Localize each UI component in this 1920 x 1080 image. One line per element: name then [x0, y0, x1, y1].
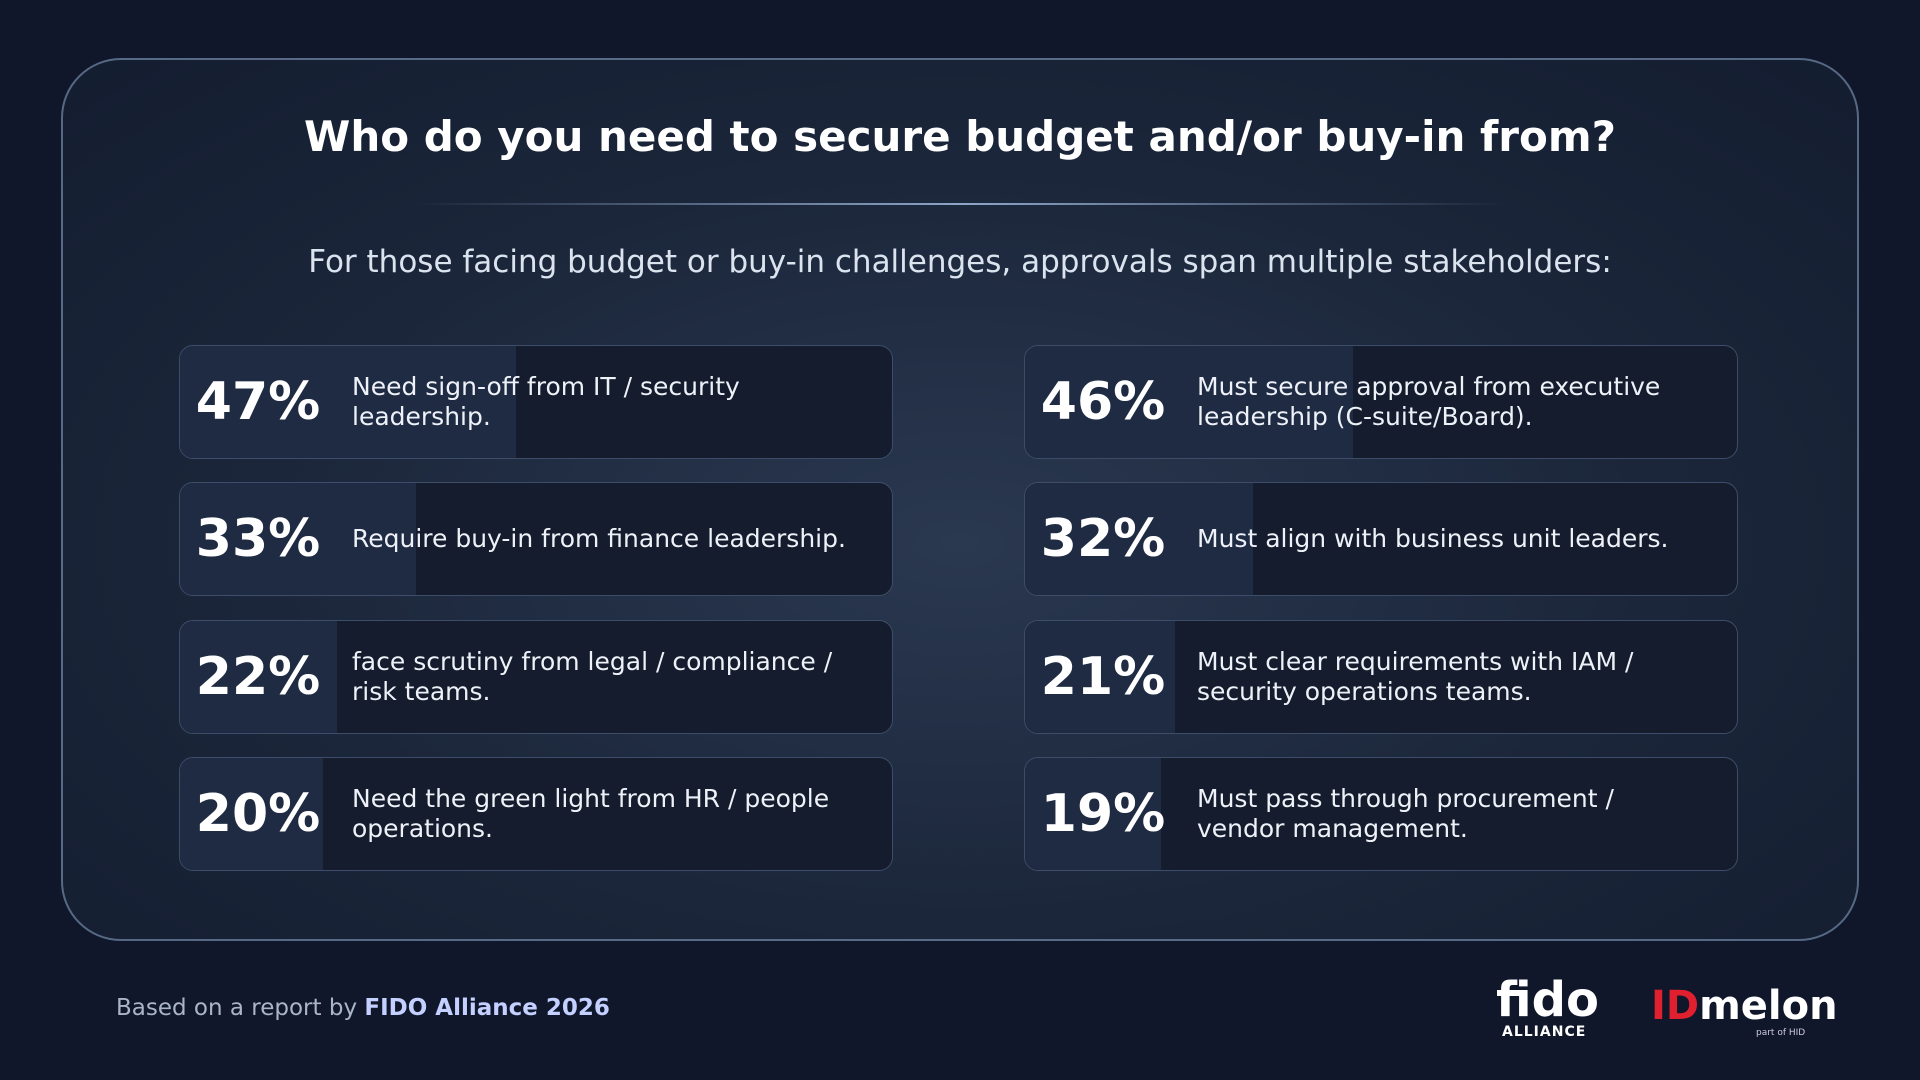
category-label: Need the green light from HR / people op…	[352, 784, 830, 843]
footer-source: FIDO Alliance 2026	[364, 995, 610, 1021]
value-label: 47%	[195, 372, 321, 432]
chart-subtitle: For those facing budget or buy-in challe…	[308, 244, 1612, 280]
idmelon-name: melon	[1699, 983, 1838, 1029]
stat-card: 22% face scrutiny from legal / compliance…	[179, 620, 893, 734]
chart-title: Who do you need to secure budget and/or …	[304, 112, 1616, 161]
category-label: Must clear requirements with IAM / secur…	[1197, 647, 1634, 706]
stat-card: 19% Must pass through procurement / vendo…	[1024, 757, 1738, 871]
bar	[1025, 483, 1254, 595]
category-label: Require buy-in from finance leadership.	[352, 524, 846, 553]
stat-card: 20% Need the green light from HR / people…	[179, 757, 893, 871]
bar	[180, 758, 323, 870]
bar	[1025, 758, 1161, 870]
idmelon-logo: IDmelon	[1651, 986, 1838, 1026]
fido-logo-sub: ALLIANCE	[1502, 1024, 1587, 1040]
bar	[1025, 621, 1175, 733]
value-label: 19%	[1040, 784, 1166, 844]
value-label: 20%	[195, 784, 321, 844]
stat-card: 46% Must secure approval from executive l…	[1024, 345, 1738, 459]
separator	[416, 203, 1506, 205]
category-label: Need sign-off from IT / security leaders…	[352, 372, 740, 431]
idmelon-id: ID	[1651, 983, 1700, 1029]
bar	[180, 621, 338, 733]
stat-card: 47% Need sign-off from IT / security lead…	[179, 345, 893, 459]
value-label: 46%	[1040, 372, 1166, 432]
footer-text: Based on a report by	[116, 995, 358, 1021]
idmelon-sub: part of HID	[1756, 1028, 1806, 1038]
value-label: 21%	[1040, 647, 1166, 707]
category-label: Must secure approval from executive lead…	[1197, 372, 1661, 431]
bar	[180, 483, 416, 595]
category-label: Must pass through procurement / vendor m…	[1197, 784, 1614, 843]
bar	[1025, 346, 1354, 458]
stat-card: 33% Require buy-in from finance leadershi…	[179, 482, 893, 596]
bar	[180, 346, 516, 458]
value-label: 33%	[195, 509, 321, 569]
category-label: face scrutiny from legal / compliance / …	[352, 647, 833, 706]
fido-logo: fido	[1496, 972, 1599, 1028]
value-label: 22%	[195, 647, 321, 707]
value-label: 32%	[1040, 509, 1166, 569]
stat-card: 32% Must align with business unit leaders…	[1024, 482, 1738, 596]
stat-card: 21% Must clear requirements with IAM / se…	[1024, 620, 1738, 734]
category-label: Must align with business unit leaders.	[1197, 524, 1669, 553]
footer: Based on a report by FIDO Alliance 2026	[116, 995, 610, 1021]
